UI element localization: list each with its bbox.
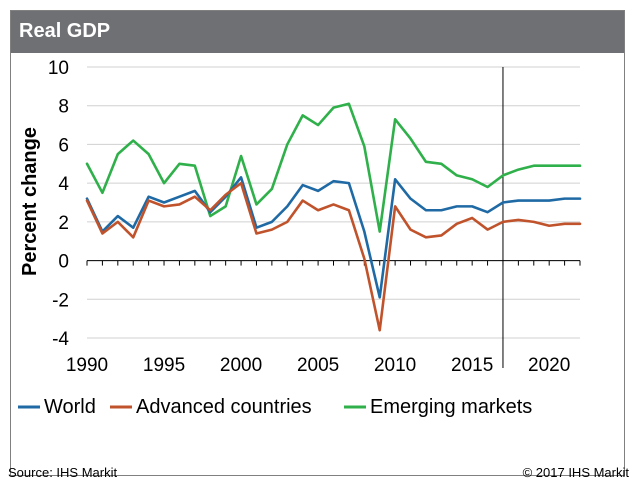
y-tick-label: 0 [58,252,69,273]
x-tick-label: 1995 [143,355,185,376]
y-tick-label: -4 [52,329,69,350]
legend-label-emerging: Emerging markets [370,396,532,418]
x-tick-label: 1990 [66,355,108,376]
legend-label-world: World [44,396,96,418]
y-axis-label: Percent change [19,127,41,276]
series-line-emerging [85,102,582,233]
chart-title: Real GDP [19,20,111,42]
x-tick-label: 2005 [297,355,339,376]
legend-label-advanced: Advanced countries [136,396,312,418]
x-tick-label: 2010 [374,355,416,376]
series-line-advanced [85,181,582,332]
x-tick-label: 2015 [451,355,493,376]
y-tick-label: 10 [48,58,69,79]
y-tick-label: 6 [58,135,69,156]
source-note: Source: IHS Markit [8,465,118,480]
title-bar: Real GDP [11,11,624,53]
y-tick-label: 2 [58,213,69,234]
x-tick-label: 2020 [528,355,570,376]
copyright-note: © 2017 IHS Markit [522,465,629,480]
y-tick-label: 8 [58,97,69,118]
y-tick-label: 4 [58,174,69,195]
series-line-world [85,176,582,299]
chart-frame: Real GDP [10,10,625,476]
y-tick-label: -2 [52,290,69,311]
x-tick-label: 2000 [220,355,262,376]
